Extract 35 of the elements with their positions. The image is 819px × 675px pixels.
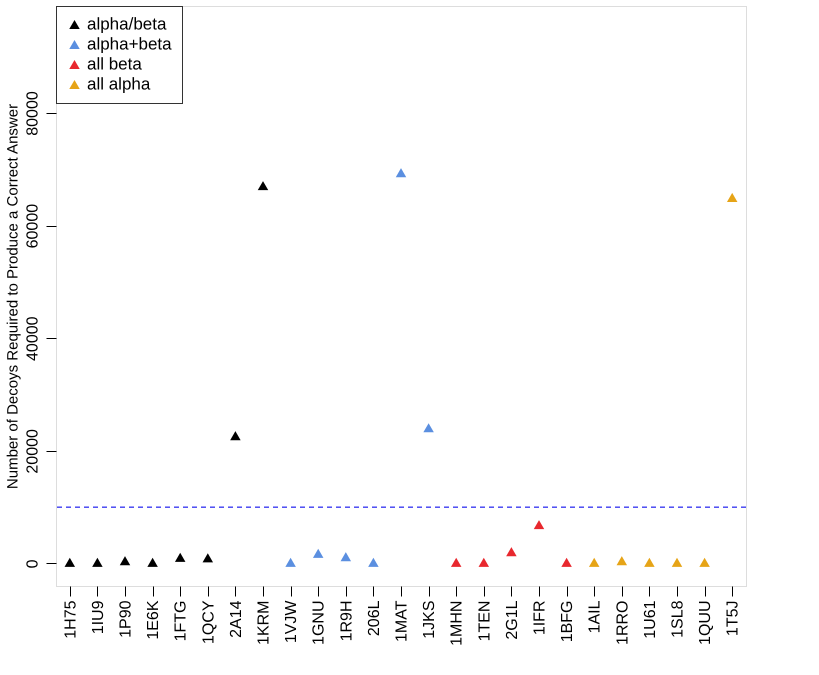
x-tick-label: 2A14 <box>228 600 245 638</box>
x-tick-label: 1MAT <box>394 600 410 642</box>
x-tick-label: 1AIL <box>586 600 604 634</box>
y-tick-label: 20000 <box>24 429 42 474</box>
x-tick-label: 1IFR <box>532 600 548 636</box>
x-tick-label: 1H75 <box>62 600 80 639</box>
y-tick-label: 60000 <box>24 204 42 248</box>
x-tick-label: 1U61 <box>642 600 659 639</box>
legend-label: all beta <box>87 54 142 74</box>
x-tick-label: 1SL8 <box>670 600 686 638</box>
x-tick-label: 1BFG <box>559 600 576 642</box>
legend-label: alpha+beta <box>87 34 172 54</box>
x-tick-label: 1VJW <box>283 600 300 644</box>
y-tick-label: 40000 <box>24 316 42 361</box>
y-tick-label: 0 <box>24 559 42 568</box>
x-tick-label: 1T5J <box>724 600 742 636</box>
x-tick-label: 1JKS <box>421 600 438 639</box>
x-tick-label: 1GNU <box>310 600 328 645</box>
y-tick-label: 80000 <box>24 91 42 136</box>
x-tick-label: 1E6K <box>145 600 162 640</box>
x-tick-label: 1KRM <box>256 600 272 645</box>
y-axis-title: Number of Decoys Required to Produce a Correct Answer <box>4 104 22 490</box>
legend-label: alpha/beta <box>87 14 167 34</box>
x-tick-label: 1QUU <box>697 600 714 645</box>
x-tick-label: 1FTG <box>172 600 190 642</box>
x-tick-label: 206L <box>366 600 383 636</box>
x-tick-label: 1RRO <box>614 600 632 645</box>
x-tick-label: 1QCY <box>200 600 218 644</box>
x-tick-label: 1R9H <box>338 600 356 642</box>
x-tick-label: 1MHN <box>448 600 466 646</box>
x-tick-label: 1TEN <box>476 600 494 642</box>
x-tick-label: 1P90 <box>118 600 134 638</box>
legend-label: all alpha <box>87 74 151 94</box>
x-tick-label: 2G1L <box>504 600 521 640</box>
x-tick-label: 1IU9 <box>90 600 107 634</box>
